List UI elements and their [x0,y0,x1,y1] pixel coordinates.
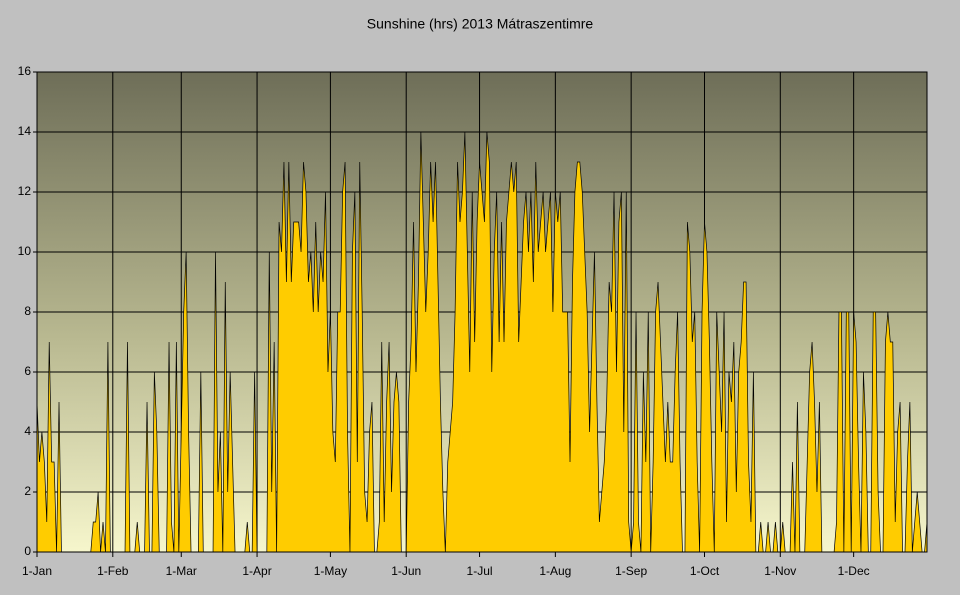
y-tick-label: 6 [24,364,31,378]
y-tick-label: 0 [24,544,31,558]
area [36,131,928,553]
y-tick-label: 14 [18,124,32,138]
x-tick-label: 1-Nov [764,564,796,578]
y-tick-label: 12 [18,184,32,198]
y-tick-label: 4 [24,424,31,438]
y-tick-label: 2 [24,484,31,498]
x-tick-label: 1-Mar [166,564,197,578]
x-tick-label: 1-Apr [242,564,271,578]
y-tick-label: 16 [18,64,32,78]
x-tick-label: 1-Aug [539,564,571,578]
marks [36,131,928,553]
x-tick-label: 1-Sep [615,564,647,578]
x-tick-label: 1-Jan [22,564,52,578]
x-tick-label: 1-Feb [97,564,129,578]
x-tick-label: 1-Jun [391,564,421,578]
x-tick-label: 1-Jul [467,564,493,578]
x-tick-label: 1-Oct [690,564,720,578]
x-tick-label: 1-Dec [838,564,870,578]
y-tick-label: 8 [24,304,31,318]
y-tick-label: 10 [18,244,32,258]
plot-border [36,71,928,553]
chart-title: Sunshine (hrs) 2013 Mátraszentimre [367,16,594,32]
labels: 0 2 4 6 8 10 12 14 16 1-Jan 1-Feb 1-Mar 1-Apr 1-May 1-… [18,64,870,578]
x-tick-label: 1-May [314,564,347,578]
